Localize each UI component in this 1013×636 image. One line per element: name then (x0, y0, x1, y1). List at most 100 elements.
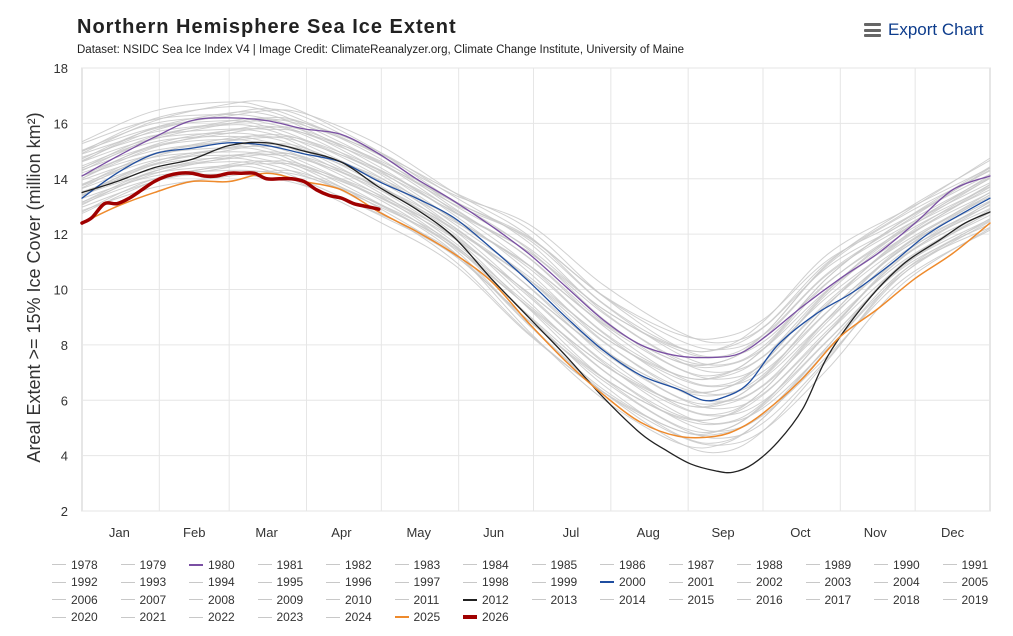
legend-swatch (257, 581, 272, 583)
legend-item-1999[interactable]: 1999 (531, 574, 601, 592)
legend-item-2011[interactable]: 2011 (394, 591, 464, 609)
y-axis-label: Areal Extent >= 15% Ice Cover (million k… (24, 112, 44, 462)
legend-swatch (668, 599, 683, 601)
legend-item-1988[interactable]: 1988 (737, 556, 806, 574)
legend-label: 1987 (687, 557, 715, 572)
legend-item-2003[interactable]: 2003 (805, 574, 875, 592)
legend-label: 2007 (139, 592, 167, 607)
legend-label: 2019 (961, 592, 989, 607)
legend-swatch (874, 581, 888, 583)
legend-item-1990[interactable]: 1990 (874, 556, 943, 574)
legend-item-2017[interactable]: 2017 (805, 591, 875, 609)
legend-item-2023[interactable]: 2023 (257, 609, 327, 627)
x-tick-label: Aug (637, 525, 660, 540)
legend-item-1993[interactable]: 1993 (120, 574, 190, 592)
legend-item-2020[interactable]: 2020 (52, 609, 121, 627)
legend-item-2005[interactable]: 2005 (942, 574, 1012, 592)
legend-item-1996[interactable]: 1996 (326, 574, 395, 592)
legend-item-1978[interactable]: 1978 (52, 556, 121, 574)
background-year-line (81, 136, 991, 393)
legend-item-1998[interactable]: 1998 (463, 574, 532, 592)
legend-item-1984[interactable]: 1984 (463, 556, 532, 574)
legend-item-2022[interactable]: 2022 (189, 609, 258, 627)
legend-item-2007[interactable]: 2007 (120, 591, 190, 609)
legend-swatch (600, 564, 614, 566)
legend-item-2008[interactable]: 2008 (189, 591, 258, 609)
legend-item-2021[interactable]: 2021 (120, 609, 190, 627)
legend-label: 2017 (824, 592, 852, 607)
legend-swatch (531, 581, 546, 583)
legend-swatch (531, 564, 546, 566)
legend-item-1986[interactable]: 1986 (600, 556, 669, 574)
legend-item-2000[interactable]: 2000 (600, 574, 669, 592)
legend-item-2014[interactable]: 2014 (600, 591, 669, 609)
legend-item-1979[interactable]: 1979 (120, 556, 190, 574)
y-tick-label: 8 (61, 338, 68, 353)
legend-swatch (394, 616, 409, 619)
legend-item-2026[interactable]: 2026 (463, 609, 532, 627)
legend-item-2002[interactable]: 2002 (737, 574, 806, 592)
legend-swatch (531, 599, 546, 601)
legend-item-1995[interactable]: 1995 (257, 574, 327, 592)
legend-item-2015[interactable]: 2015 (668, 591, 738, 609)
legend-item-2010[interactable]: 2010 (326, 591, 395, 609)
legend-item-2006[interactable]: 2006 (52, 591, 121, 609)
background-year-line (81, 154, 991, 425)
legend-item-1994[interactable]: 1994 (189, 574, 258, 592)
legend-item-2019[interactable]: 2019 (942, 591, 1012, 609)
legend-item-2025[interactable]: 2025 (394, 609, 464, 627)
legend-swatch (52, 564, 66, 566)
x-tick-label: Oct (790, 525, 811, 540)
series-line-2000 (81, 142, 991, 402)
legend-item-1981[interactable]: 1981 (257, 556, 327, 574)
legend-item-2012[interactable]: 2012 (463, 591, 532, 609)
background-year-line (81, 169, 991, 444)
legend-label: 1996 (345, 575, 372, 590)
background-year-line (81, 108, 991, 353)
x-tick-label: Jul (563, 525, 580, 540)
legend-item-1980[interactable]: 1980 (189, 556, 258, 574)
legend-item-1987[interactable]: 1987 (668, 556, 738, 574)
legend-item-2024[interactable]: 2024 (326, 609, 395, 627)
background-year-line (81, 129, 991, 388)
legend-swatch (463, 598, 477, 601)
background-year-line (81, 143, 991, 408)
legend-item-2016[interactable]: 2016 (737, 591, 806, 609)
legend-item-2009[interactable]: 2009 (257, 591, 327, 609)
legend-item-1982[interactable]: 1982 (326, 556, 395, 574)
legend-label: 2006 (71, 592, 98, 607)
legend-swatch (257, 564, 272, 566)
legend-swatch (326, 564, 340, 566)
background-year-line (81, 145, 991, 405)
background-year-line (81, 165, 991, 446)
legend-item-2018[interactable]: 2018 (874, 591, 943, 609)
legend-item-1991[interactable]: 1991 (942, 556, 1012, 574)
background-year-line (81, 160, 991, 435)
y-tick-label: 14 (54, 172, 68, 187)
export-chart-button[interactable]: Export Chart (864, 18, 983, 42)
legend-item-1989[interactable]: 1989 (805, 556, 875, 574)
legend-label: 2015 (687, 592, 715, 607)
legend-swatch (257, 616, 272, 618)
legend-item-1997[interactable]: 1997 (394, 574, 464, 592)
legend-item-2013[interactable]: 2013 (531, 591, 601, 609)
legend-swatch (52, 616, 66, 618)
x-tick-label: Feb (183, 525, 205, 540)
background-year-line (81, 113, 991, 358)
legend-label: 2012 (482, 592, 509, 607)
legend-swatch (52, 599, 66, 601)
legend-label: 2024 (345, 610, 372, 625)
legend-label: 2001 (687, 575, 715, 590)
legend-item-1983[interactable]: 1983 (394, 556, 464, 574)
legend-swatch (120, 581, 135, 583)
x-tick-label: May (406, 525, 431, 540)
legend-label: 2010 (345, 592, 372, 607)
legend-item-1992[interactable]: 1992 (52, 574, 121, 592)
legend-item-2001[interactable]: 2001 (668, 574, 738, 592)
series-line-2026 (80, 171, 381, 225)
legend-item-1985[interactable]: 1985 (531, 556, 601, 574)
legend-item-2004[interactable]: 2004 (874, 574, 943, 592)
legend-swatch (942, 599, 957, 601)
legend-swatch (120, 564, 135, 566)
background-year-line (81, 116, 991, 366)
